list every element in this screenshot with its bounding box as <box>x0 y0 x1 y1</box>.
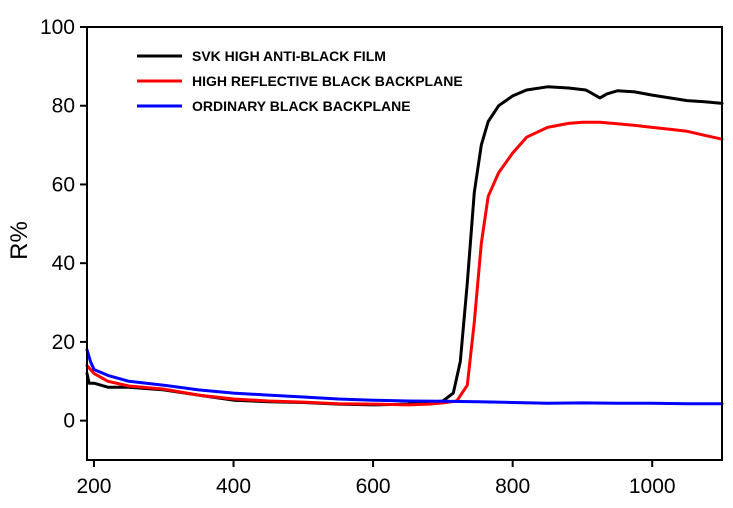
legend: SVK HIGH ANTI-BLACK FILM HIGH REFLECTIVE … <box>137 48 463 114</box>
y-tick-label-0: 0 <box>63 410 75 433</box>
series-line-3 <box>85 348 724 406</box>
y-tick-label-80: 80 <box>52 95 75 118</box>
y-tick-label-20: 20 <box>52 331 75 354</box>
x-tick-label-600: 600 <box>356 475 391 498</box>
series-line-1 <box>85 85 724 407</box>
y-tick-label-100: 100 <box>40 16 75 39</box>
plot-frame <box>86 26 723 461</box>
y-axis-title: R% <box>6 221 33 260</box>
x-tick-label-200: 200 <box>76 475 111 498</box>
ticks-layer: 200 400 600 800 1000 0 20 40 60 80 100 <box>40 16 676 498</box>
series-line-2 <box>85 120 724 407</box>
legend-label-3: ORDINARY BLACK BACKPLANE <box>192 98 411 114</box>
legend-label-2: HIGH REFLECTIVE BLACK BACKPLANE <box>192 73 463 89</box>
y-tick-label-40: 40 <box>52 252 75 275</box>
x-tick-label-800: 800 <box>495 475 530 498</box>
legend-label-1: SVK HIGH ANTI-BLACK FILM <box>192 48 386 64</box>
x-tick-label-400: 400 <box>216 475 251 498</box>
y-tick-label-60: 60 <box>52 173 75 196</box>
x-tick-label-1000: 1000 <box>629 475 676 498</box>
series-layer <box>85 85 724 407</box>
